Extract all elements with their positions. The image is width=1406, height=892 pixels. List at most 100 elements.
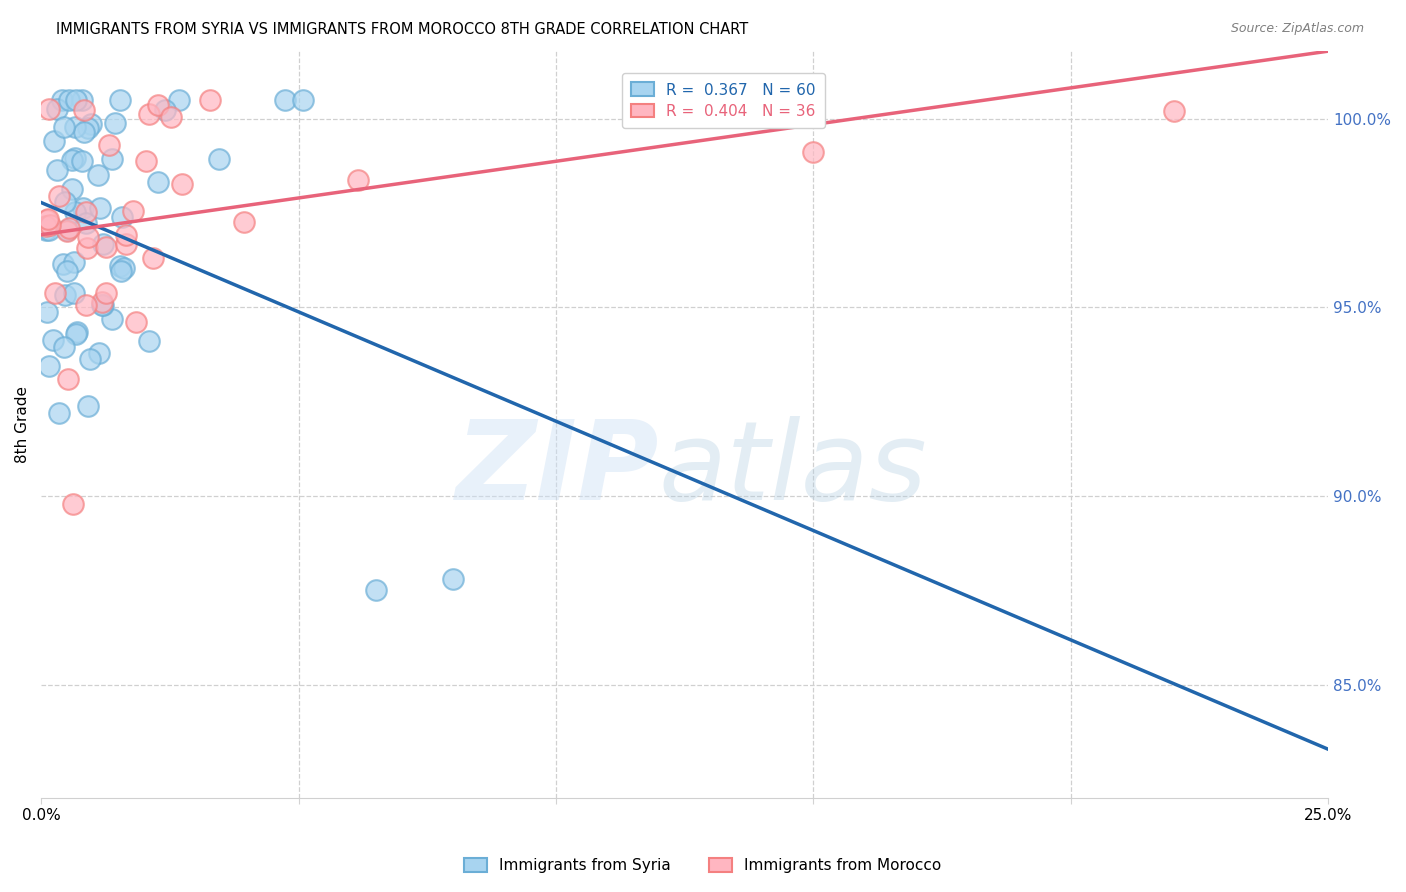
Point bbox=[648, 93, 671, 107]
Point bbox=[104, 116, 127, 130]
Point bbox=[198, 93, 221, 107]
Point bbox=[441, 572, 464, 586]
Point bbox=[46, 103, 69, 117]
Point bbox=[52, 257, 75, 271]
Point bbox=[38, 102, 60, 116]
Point bbox=[58, 372, 80, 386]
Point bbox=[89, 202, 111, 216]
Point bbox=[53, 340, 76, 354]
Point bbox=[274, 93, 297, 107]
Point bbox=[125, 315, 148, 329]
Point bbox=[112, 260, 135, 275]
Point bbox=[146, 176, 169, 190]
Text: ZIP: ZIP bbox=[456, 416, 659, 523]
Point bbox=[232, 215, 254, 229]
Point bbox=[70, 93, 93, 107]
Point bbox=[90, 298, 112, 312]
Point bbox=[42, 134, 65, 148]
Point bbox=[58, 93, 80, 107]
Point bbox=[66, 326, 89, 340]
Point bbox=[79, 117, 101, 131]
Point bbox=[65, 120, 87, 134]
Text: Source: ZipAtlas.com: Source: ZipAtlas.com bbox=[1230, 22, 1364, 36]
Point bbox=[160, 111, 183, 125]
Point bbox=[75, 216, 97, 230]
Point bbox=[60, 153, 83, 167]
Point bbox=[39, 218, 62, 232]
Point bbox=[100, 152, 122, 166]
Point bbox=[72, 202, 94, 216]
Point bbox=[135, 154, 157, 169]
Point bbox=[76, 241, 98, 255]
Point bbox=[65, 93, 87, 107]
Point bbox=[91, 237, 114, 252]
Point bbox=[77, 121, 100, 136]
Point bbox=[87, 168, 110, 182]
Point bbox=[101, 312, 124, 326]
Point bbox=[62, 182, 84, 196]
Point bbox=[58, 221, 80, 235]
Point bbox=[70, 154, 93, 169]
Point bbox=[35, 304, 58, 318]
Point bbox=[114, 227, 136, 242]
Point bbox=[51, 93, 73, 107]
Point bbox=[142, 252, 165, 266]
Point bbox=[77, 229, 100, 244]
Legend: Immigrants from Syria, Immigrants from Morocco: Immigrants from Syria, Immigrants from M… bbox=[458, 852, 948, 880]
Point bbox=[44, 285, 66, 300]
Point bbox=[91, 295, 114, 310]
Y-axis label: 8th Grade: 8th Grade bbox=[15, 386, 30, 463]
Point bbox=[110, 93, 132, 107]
Point bbox=[97, 138, 120, 153]
Text: IMMIGRANTS FROM SYRIA VS IMMIGRANTS FROM MOROCCO 8TH GRADE CORRELATION CHART: IMMIGRANTS FROM SYRIA VS IMMIGRANTS FROM… bbox=[56, 22, 748, 37]
Point bbox=[114, 237, 136, 252]
Point bbox=[38, 223, 60, 237]
Point bbox=[172, 177, 194, 191]
Point bbox=[1163, 104, 1185, 119]
Point bbox=[94, 240, 117, 254]
Point bbox=[79, 352, 101, 367]
Point bbox=[347, 172, 370, 186]
Point bbox=[138, 107, 160, 121]
Point bbox=[56, 223, 79, 237]
Point bbox=[65, 205, 87, 219]
Point bbox=[56, 264, 79, 278]
Point bbox=[77, 399, 100, 413]
Point bbox=[89, 345, 111, 359]
Legend: R =  0.367   N = 60, R =  0.404   N = 36: R = 0.367 N = 60, R = 0.404 N = 36 bbox=[621, 73, 825, 128]
Point bbox=[48, 189, 70, 203]
Point bbox=[65, 326, 87, 341]
Point bbox=[53, 288, 76, 302]
Point bbox=[91, 298, 114, 312]
Point bbox=[138, 334, 160, 348]
Point bbox=[63, 255, 86, 269]
Point bbox=[122, 203, 145, 218]
Point bbox=[42, 333, 65, 347]
Point bbox=[52, 120, 75, 134]
Point bbox=[291, 93, 314, 107]
Point bbox=[35, 223, 58, 237]
Point bbox=[37, 213, 59, 227]
Point bbox=[75, 204, 97, 219]
Point bbox=[38, 359, 60, 373]
Point bbox=[155, 103, 177, 117]
Point bbox=[75, 298, 97, 312]
Point bbox=[208, 152, 231, 166]
Point bbox=[148, 98, 170, 112]
Point bbox=[94, 285, 117, 300]
Text: atlas: atlas bbox=[659, 416, 928, 523]
Point bbox=[63, 152, 86, 166]
Point bbox=[108, 259, 131, 273]
Point bbox=[169, 93, 191, 107]
Point bbox=[62, 497, 84, 511]
Point bbox=[111, 210, 134, 224]
Point bbox=[110, 263, 132, 277]
Point bbox=[364, 583, 387, 598]
Point bbox=[63, 286, 86, 301]
Point bbox=[37, 212, 59, 227]
Point bbox=[73, 124, 96, 138]
Point bbox=[46, 162, 69, 177]
Point bbox=[801, 145, 824, 159]
Point bbox=[73, 103, 96, 117]
Point bbox=[48, 406, 70, 420]
